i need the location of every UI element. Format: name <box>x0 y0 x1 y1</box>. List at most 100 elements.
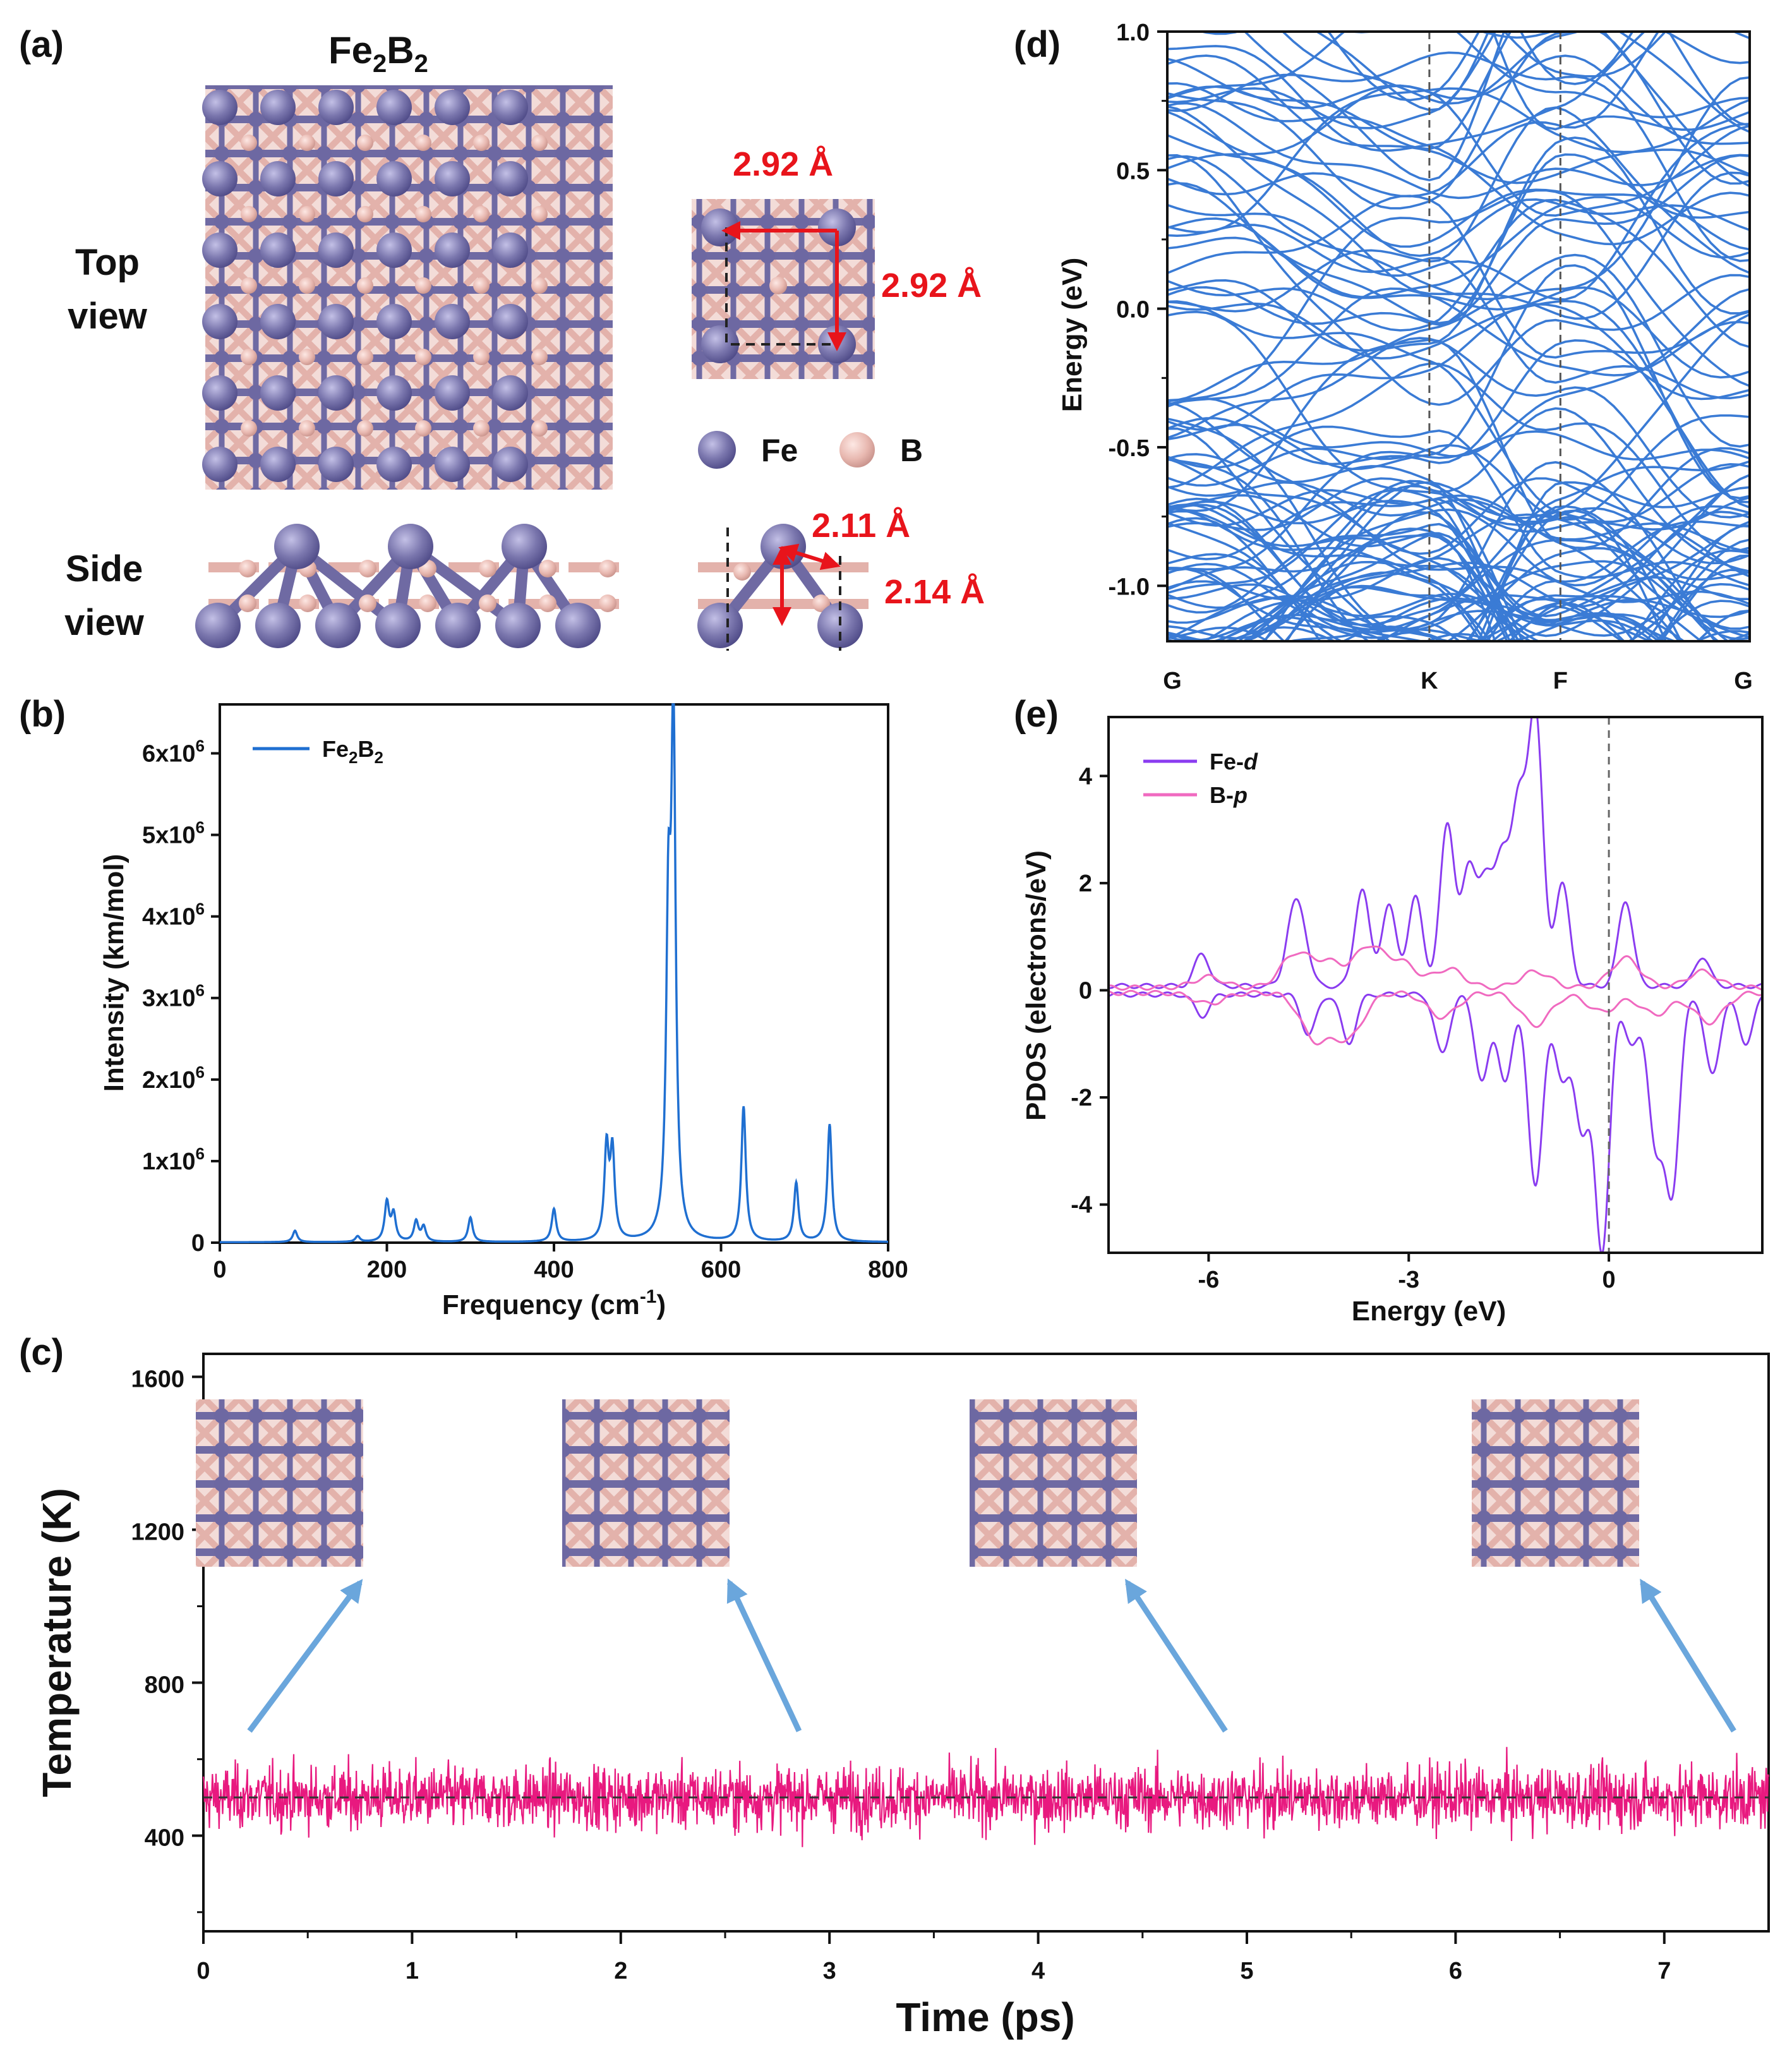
side-view-lattice <box>195 524 619 648</box>
fe-atom <box>435 232 470 268</box>
legend-b-atom <box>839 432 875 468</box>
pdos-y-tick-label: -4 <box>1071 1192 1092 1219</box>
band-line <box>1167 362 1750 552</box>
fe-atom <box>260 447 296 482</box>
fe-atom <box>202 232 238 268</box>
fe-atom <box>255 603 301 648</box>
band-line <box>1167 339 1750 466</box>
b-atom <box>473 277 490 294</box>
fe-atom <box>495 603 541 648</box>
fe-atom <box>435 90 470 125</box>
ir-y-tick-label: 4x106 <box>142 900 205 931</box>
ir-x-tick-label: 800 <box>868 1257 908 1283</box>
band-line <box>1167 195 1750 359</box>
fe-atom <box>318 375 354 411</box>
band-line <box>1167 522 1520 641</box>
band-line <box>1167 102 1750 200</box>
fe-atom <box>375 603 421 648</box>
fe-atom <box>202 375 238 411</box>
b-atom <box>299 420 315 437</box>
fe-atom <box>260 375 296 411</box>
b-atom <box>299 349 315 365</box>
b-atom <box>415 349 431 365</box>
band-y-tick-label: -0.5 <box>1109 435 1150 462</box>
aimd-snapshot <box>970 1399 1137 1567</box>
legend-b-label: B <box>900 433 923 468</box>
band-line <box>1167 253 1750 448</box>
fe-atom <box>202 447 238 482</box>
aimd-temperature-line <box>202 1747 1770 1847</box>
aimd-chart: 0 1 2 3 4 5 6 7 400 800 1200 1600 Time (ps) Tempera… <box>34 1353 1770 2040</box>
b-atom <box>241 135 257 151</box>
unit-cell-side <box>697 524 869 651</box>
band-line <box>1167 303 1750 509</box>
band-y-tick-label: -1.0 <box>1109 574 1150 600</box>
b-atom <box>241 420 257 437</box>
panel-label-b: (b) <box>19 694 66 735</box>
ir-legend-label: Fe2B2 <box>322 736 383 767</box>
band-line <box>1167 427 1750 641</box>
aimd-x-tick-label: 3 <box>823 1958 836 1984</box>
ir-x-axis-label: Frequency (cm-1) <box>442 1286 666 1320</box>
b-atom <box>241 349 257 365</box>
b-atom <box>769 277 787 294</box>
legend-fe-atom <box>698 431 736 469</box>
fe-atom <box>435 603 481 648</box>
ir-spectrum-line <box>220 703 888 1243</box>
panel-label-a: (a) <box>19 24 64 65</box>
panel-label-c: (c) <box>19 1332 64 1373</box>
fe-atom <box>388 524 433 569</box>
b-atom <box>531 135 548 151</box>
ir-x-tick-label: 600 <box>701 1257 741 1283</box>
b-atom <box>359 594 376 612</box>
fe-atom <box>318 90 354 125</box>
band-line <box>1167 504 1443 641</box>
band-line <box>1167 567 1625 641</box>
fe-atom <box>315 603 361 648</box>
b-atom <box>812 594 830 612</box>
band-line <box>1167 474 1750 637</box>
fe-atom <box>318 161 354 196</box>
band-line <box>1167 123 1750 301</box>
band-line <box>1167 32 1660 198</box>
band-line <box>1167 425 1750 587</box>
pdos-x-axis-label: Energy (eV) <box>1352 1296 1506 1327</box>
fe-atom <box>202 304 238 339</box>
ir-x-tick-label: 200 <box>367 1257 407 1283</box>
band-line <box>1167 54 1750 184</box>
band-line <box>1245 481 1750 641</box>
band-line <box>1167 76 1750 301</box>
ir-y-axis-label: Intensity (km/mol) <box>99 854 129 1092</box>
band-line <box>1167 32 1646 152</box>
band-line <box>1167 498 1750 641</box>
band-line <box>1167 310 1750 519</box>
b-atom <box>473 135 490 151</box>
ir-y-tick-label: 0 <box>191 1230 205 1257</box>
fe-atom <box>493 161 528 196</box>
band-line <box>1167 626 1494 641</box>
band-line <box>1167 287 1750 406</box>
b-atom <box>359 560 376 577</box>
b-atom <box>539 594 556 612</box>
band-line <box>1167 633 1194 641</box>
ir-y-tick-label: 5x106 <box>142 818 205 849</box>
fe-atom <box>260 304 296 339</box>
aimd-x-tick-label: 2 <box>614 1958 627 1984</box>
unit-cell-top <box>692 199 875 379</box>
aimd-x-tick-label: 6 <box>1449 1958 1462 1984</box>
band-line <box>1167 560 1750 641</box>
top-view-label-1: Top <box>75 242 140 283</box>
b-atom <box>473 420 490 437</box>
fe-atom <box>376 447 412 482</box>
aimd-snapshot <box>562 1399 730 1567</box>
band-line <box>1377 539 1720 641</box>
band-kpoint-label: F <box>1553 668 1568 694</box>
b-atom <box>531 277 548 294</box>
fe-atom <box>435 447 470 482</box>
fe-atom <box>435 304 470 339</box>
top-view-label-2: view <box>68 296 148 337</box>
pdos-y-tick-label: -2 <box>1071 1085 1092 1111</box>
band-line <box>1503 32 1667 78</box>
band-line <box>1167 571 1750 641</box>
